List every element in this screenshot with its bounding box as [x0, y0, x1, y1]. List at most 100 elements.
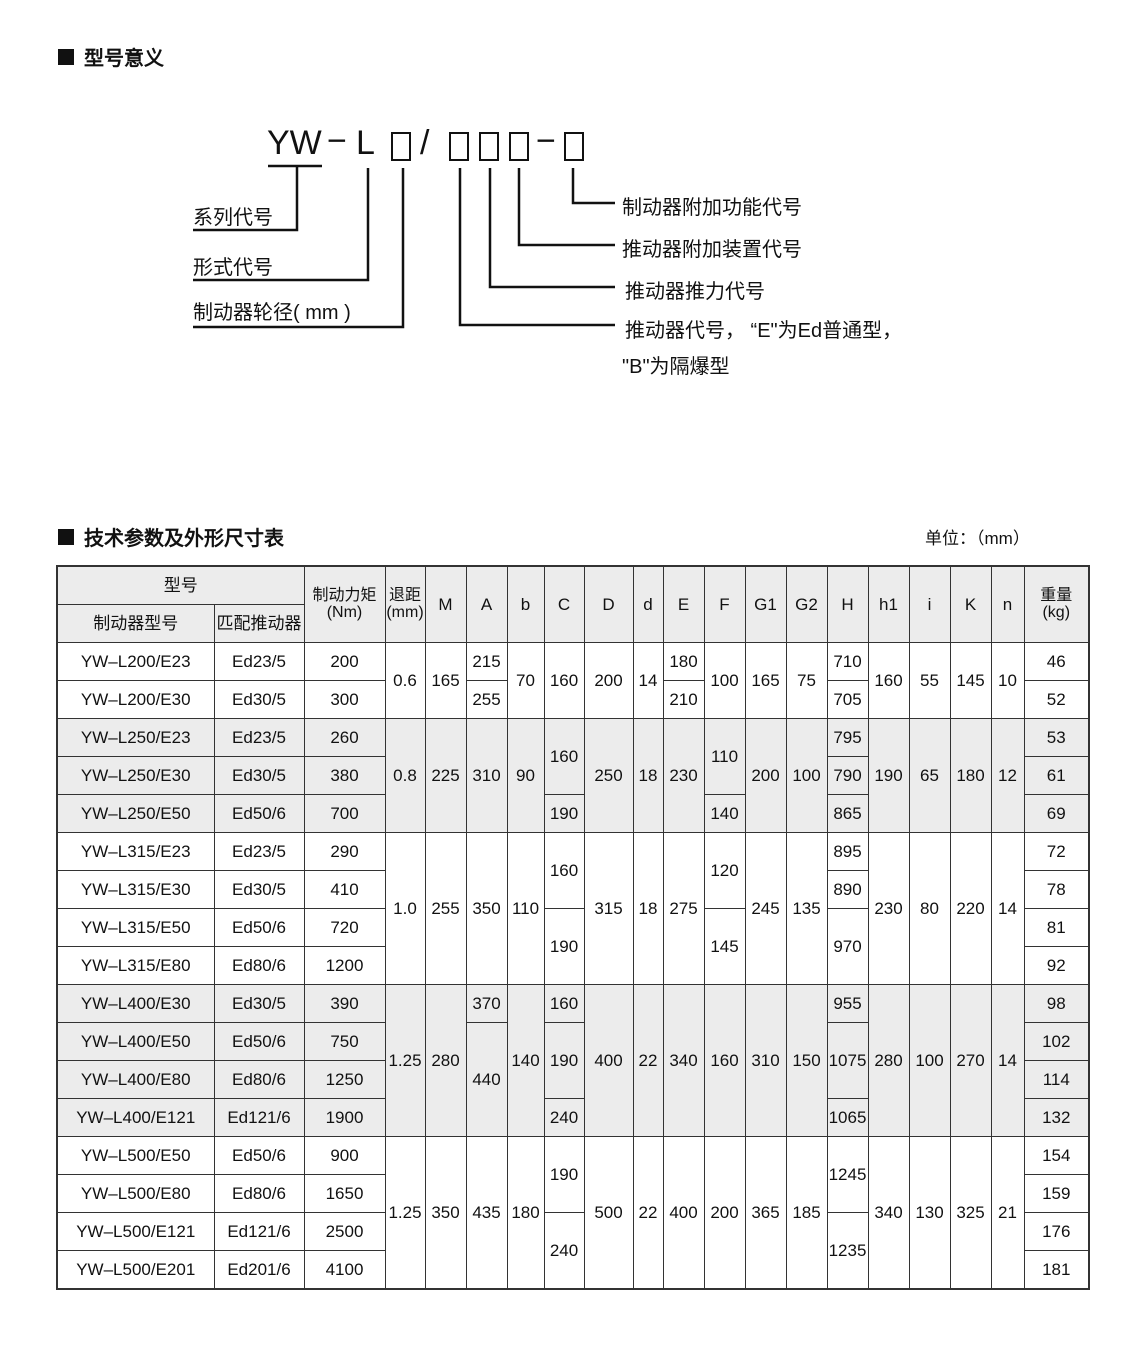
cell-torque: 2500 — [303, 1212, 386, 1251]
code-slash: / — [420, 124, 430, 162]
section-title-model-meaning: 型号意义 — [58, 42, 164, 71]
cell-M: 350 — [424, 1136, 467, 1290]
cell-C: 190 — [543, 794, 585, 833]
cell-torque: 1250 — [303, 1060, 386, 1099]
table-row: YW–L315/E23 Ed23/5 290 1.0 255 350 110 160 315 18… — [56, 832, 1090, 985]
cell-stroke: 0.8 — [384, 718, 426, 833]
cell-torque: 4100 — [303, 1250, 386, 1290]
cell-h1: 160 — [867, 642, 910, 719]
code-series: YW — [267, 124, 322, 162]
placeholder-box — [391, 132, 411, 161]
header-K: K — [949, 565, 992, 643]
header-M: M — [424, 565, 467, 643]
cell-weight: 92 — [1023, 946, 1090, 985]
table-row: YW–L200/E23 Ed23/5 200 0.6 165 215 70 160 200 14 1… — [56, 642, 1090, 719]
cell-torque: 200 — [303, 642, 386, 681]
header-b: b — [506, 565, 545, 643]
cell-weight: 72 — [1023, 832, 1090, 871]
cell-weight: 61 — [1023, 756, 1090, 795]
cell-C: 190 — [543, 908, 585, 985]
square-bullet-icon — [58, 48, 74, 65]
cell-torque: 720 — [303, 908, 386, 947]
cell-n: 14 — [990, 832, 1025, 985]
table-row: YW–L400/E50 Ed50/6 750 440 190 1075 102 — [56, 1022, 1090, 1137]
label-explosion-proof: "B"为隔爆型 — [622, 356, 730, 378]
cell-K: 325 — [949, 1136, 992, 1290]
cell-C: 240 — [543, 1212, 585, 1290]
cell-M: 255 — [424, 832, 467, 985]
cell-i: 80 — [908, 832, 951, 985]
cell-actuator: Ed121/6 — [213, 1098, 305, 1137]
cell-D: 500 — [583, 1136, 634, 1290]
cell-b: 140 — [506, 984, 545, 1137]
cell-weight: 46 — [1023, 642, 1090, 681]
placeholder-box — [509, 132, 529, 161]
cell-weight: 154 — [1023, 1136, 1090, 1175]
cell-n: 10 — [990, 642, 1025, 719]
cell-i: 65 — [908, 718, 951, 833]
cell-weight: 159 — [1023, 1174, 1090, 1213]
table-row: YW–L250/E30 Ed30/5 380 790 61 — [56, 756, 1090, 795]
cell-G1: 365 — [744, 1136, 787, 1290]
cell-b: 110 — [506, 832, 545, 985]
cell-torque: 1900 — [303, 1098, 386, 1137]
cell-b: 90 — [506, 718, 545, 833]
cell-H: 1065 — [826, 1098, 869, 1137]
cell-brake-model: YW–L500/E121 — [56, 1212, 215, 1251]
cell-A: 440 — [465, 1022, 508, 1137]
cell-weight: 102 — [1023, 1022, 1090, 1061]
cell-brake-model: YW–L315/E23 — [56, 832, 215, 871]
cell-H: 1245 — [826, 1136, 869, 1213]
cell-brake-model: YW–L315/E80 — [56, 946, 215, 985]
header-G2: G2 — [785, 565, 828, 643]
section-title-spec-table: 技术参数及外形尺寸表 — [58, 522, 284, 551]
cell-C: 240 — [543, 1098, 585, 1137]
cell-K: 180 — [949, 718, 992, 833]
cell-actuator: Ed80/6 — [213, 1174, 305, 1213]
cell-G1: 245 — [744, 832, 787, 985]
cell-F: 110 — [703, 718, 746, 795]
placeholder-box — [449, 132, 469, 161]
table-row: YW–L500/E80 Ed80/6 1650 159 — [56, 1174, 1090, 1213]
spec-table-body: YW–L200/E23 Ed23/5 200 0.6 165 215 70 160 200 14 1… — [56, 642, 1090, 1290]
cell-F: 100 — [703, 642, 746, 719]
header-C: C — [543, 565, 585, 643]
header-D: D — [583, 565, 634, 643]
table-row: YW–L315/E30 Ed30/5 410 890 78 — [56, 870, 1090, 909]
table-row: YW–L315/E50 Ed50/6 720 190 145 970 81 — [56, 908, 1090, 985]
cell-F: 145 — [703, 908, 746, 985]
header-h1: h1 — [867, 565, 910, 643]
header-i: i — [908, 565, 951, 643]
cell-G1: 310 — [744, 984, 787, 1137]
header-actuator: 匹配推动器 — [213, 604, 305, 643]
cell-C: 160 — [543, 718, 585, 795]
table-row: YW–L500/E201 Ed201/6 4100 181 — [56, 1250, 1090, 1290]
cell-G2: 135 — [785, 832, 828, 985]
cell-b: 70 — [506, 642, 545, 719]
cell-E: 340 — [662, 984, 705, 1137]
table-row: YW–L250/E50 Ed50/6 700 190 140 865 69 — [56, 794, 1090, 833]
table-row: YW–L500/E50 Ed50/6 900 1.25 350 435 180 190 500 2… — [56, 1136, 1090, 1290]
cell-C: 160 — [543, 642, 585, 719]
header-model-group: 型号 — [56, 565, 305, 605]
cell-weight: 78 — [1023, 870, 1090, 909]
cell-torque: 380 — [303, 756, 386, 795]
placeholder-box — [564, 132, 584, 161]
cell-H: 895 — [826, 832, 869, 871]
header-brake-model: 制动器型号 — [56, 604, 215, 643]
header-H: H — [826, 565, 869, 643]
cell-actuator: Ed80/6 — [213, 1060, 305, 1099]
cell-G1: 200 — [744, 718, 787, 833]
cell-brake-model: YW–L400/E80 — [56, 1060, 215, 1099]
cell-H: 710 — [826, 642, 869, 681]
label-series-code: 系列代号 — [193, 207, 273, 229]
cell-G1: 165 — [744, 642, 787, 719]
cell-actuator: Ed23/5 — [213, 718, 305, 757]
cell-H: 955 — [826, 984, 869, 1023]
cell-brake-model: YW–L200/E23 — [56, 642, 215, 681]
cell-F: 160 — [703, 984, 746, 1137]
cell-actuator: Ed30/5 — [213, 870, 305, 909]
cell-brake-model: YW–L400/E121 — [56, 1098, 215, 1137]
cell-actuator: Ed23/5 — [213, 642, 305, 681]
cell-brake-model: YW–L500/E201 — [56, 1250, 215, 1290]
